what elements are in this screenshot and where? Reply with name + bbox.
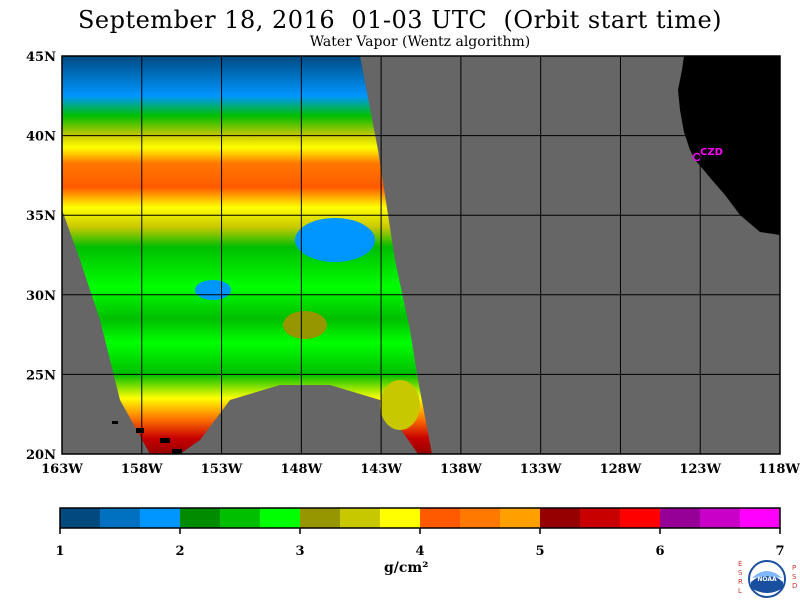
colorbar-swatch [700,508,741,528]
map-frame [61,55,781,455]
colorbar-label: 5 [535,544,544,559]
lon-label: 153W [201,462,243,477]
colorbar-label: 2 [175,544,184,559]
colorbar-label: 6 [655,544,664,559]
colorbar-swatch [540,508,581,528]
lat-label: 20N [26,448,56,463]
colorbar-swatch [620,508,661,528]
colorbar-swatch [460,508,501,528]
logo-letter: L [738,587,742,595]
logo-letter: E [738,560,742,568]
colorbar-label: 1 [55,544,64,559]
moisture-patch-olive [380,380,420,430]
colorbar-label: 4 [415,544,424,559]
colorbar-swatch [220,508,261,528]
latitude-labels: 45N 40N 35N 30N 25N 20N [26,50,56,463]
colorbar [59,507,781,529]
map-subtitle: Water Vapor (Wentz algorithm) [309,34,531,50]
noaa-logo-text: NOAA [757,576,777,583]
lon-label: 158W [121,462,163,477]
moisture-patch-olive [283,311,327,339]
colorbar-swatch [500,508,541,528]
lon-label: 123W [679,462,721,477]
colorbar-labels: 1 2 3 4 5 6 7 [55,528,785,559]
colorbar-swatch [580,508,621,528]
logo-letter: D [792,582,797,590]
colorbar-swatch [180,508,221,528]
lat-label: 30N [26,289,56,304]
land-california [678,56,780,235]
logo-letter: P [792,564,796,572]
lon-label: 163W [41,462,83,477]
colorbar-swatch [260,508,301,528]
lon-label: 133W [520,462,562,477]
moisture-patch-blue [195,280,231,300]
longitude-labels: 163W 158W 153W 148W 143W 138W 133W 128W 123W 118W [41,462,800,477]
colorbar-swatch [140,508,181,528]
colorbar-swatch [300,508,341,528]
colorbar-label: 3 [295,544,304,559]
station-label: CZD [700,147,723,158]
lon-label: 128W [600,462,642,477]
moisture-patch-blue [295,218,375,262]
hawaii-island [112,421,118,424]
lon-label: 118W [758,462,800,477]
satellite-swath [62,56,432,454]
lon-label: 143W [360,462,402,477]
colorbar-label: 7 [775,544,784,559]
lon-label: 138W [440,462,482,477]
colorbar-swatch [660,508,701,528]
logo-letter: R [738,578,743,586]
colorbar-swatch [380,508,421,528]
colorbar-swatch [420,508,461,528]
lon-label: 148W [280,462,322,477]
hawaii-island [136,428,144,433]
hawaii-island [160,438,170,443]
logo-letter: S [792,573,797,581]
colorbar-swatch [100,508,141,528]
colorbar-swatch [740,508,781,528]
lat-label: 35N [26,209,56,224]
page-title: September 18, 2016 01-03 UTC (Orbit star… [77,6,723,34]
colorbar-swatch [340,508,381,528]
hawaii-island [172,449,182,454]
lat-label: 40N [26,130,56,145]
colorbar-unit: g/cm² [384,560,429,576]
lat-label: 45N [26,50,56,65]
logo-letter: S [738,569,743,577]
lat-label: 25N [26,368,56,383]
colorbar-swatch [60,508,101,528]
